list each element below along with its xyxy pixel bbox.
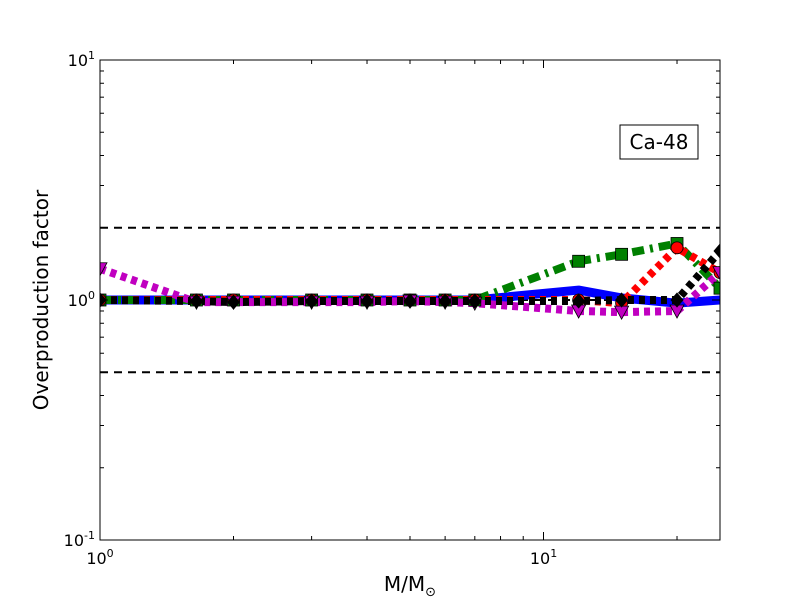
series-2-point [713, 281, 720, 295]
series-2-point [615, 247, 629, 261]
x-tick-label-exponent: 1 [550, 547, 557, 560]
y-tick-label-base: 10 [68, 291, 88, 310]
plot-frame [99, 59, 721, 541]
marker-layer [100, 237, 720, 320]
series-5-point [360, 293, 374, 309]
series-5-point [670, 292, 684, 308]
series-5-point [615, 292, 629, 308]
x-axis-title: M/M⊙ [384, 572, 436, 600]
y-axis-title: Overproduction factor [29, 189, 53, 410]
series-5-point [438, 293, 452, 309]
series-5-point [189, 293, 203, 309]
x-axis-title-main: M/M [384, 572, 425, 596]
x-tick-label-exponent: 0 [107, 547, 114, 560]
y-tick-label-exponent: 0 [88, 289, 95, 302]
x-tick-label-base: 10 [530, 549, 550, 568]
series-4-point [100, 262, 108, 277]
y-tick-label: 101 [68, 49, 95, 70]
x-tick-label-base: 10 [86, 549, 106, 568]
y-tick-label-exponent: -1 [84, 529, 95, 542]
annotation-box: Ca-48 [619, 124, 699, 160]
series-4-point [712, 266, 720, 281]
y-tick-label-base: 10 [64, 531, 84, 550]
x-tick-label: 101 [530, 547, 557, 568]
y-tick-label: 10-1 [64, 529, 95, 550]
series-5-point [305, 293, 319, 309]
series-2-point [572, 254, 586, 268]
x-tick-label: 100 [86, 547, 113, 568]
series-line-5 [100, 248, 720, 307]
y-tick-label: 100 [68, 289, 95, 310]
series-5-point [226, 294, 241, 310]
series-3-point [670, 241, 684, 255]
series-5-point [468, 293, 482, 309]
series-5-point [572, 293, 586, 309]
y-tick-label-exponent: 1 [88, 49, 95, 62]
x-axis-title-subscript: ⊙ [425, 585, 436, 600]
minor-ticks [100, 60, 720, 540]
series-5-point [713, 243, 720, 259]
annotation-label: Ca-48 [630, 130, 689, 154]
annotation-frame [619, 124, 699, 160]
series-5-point [403, 293, 417, 309]
y-tick-label-base: 10 [68, 51, 88, 70]
